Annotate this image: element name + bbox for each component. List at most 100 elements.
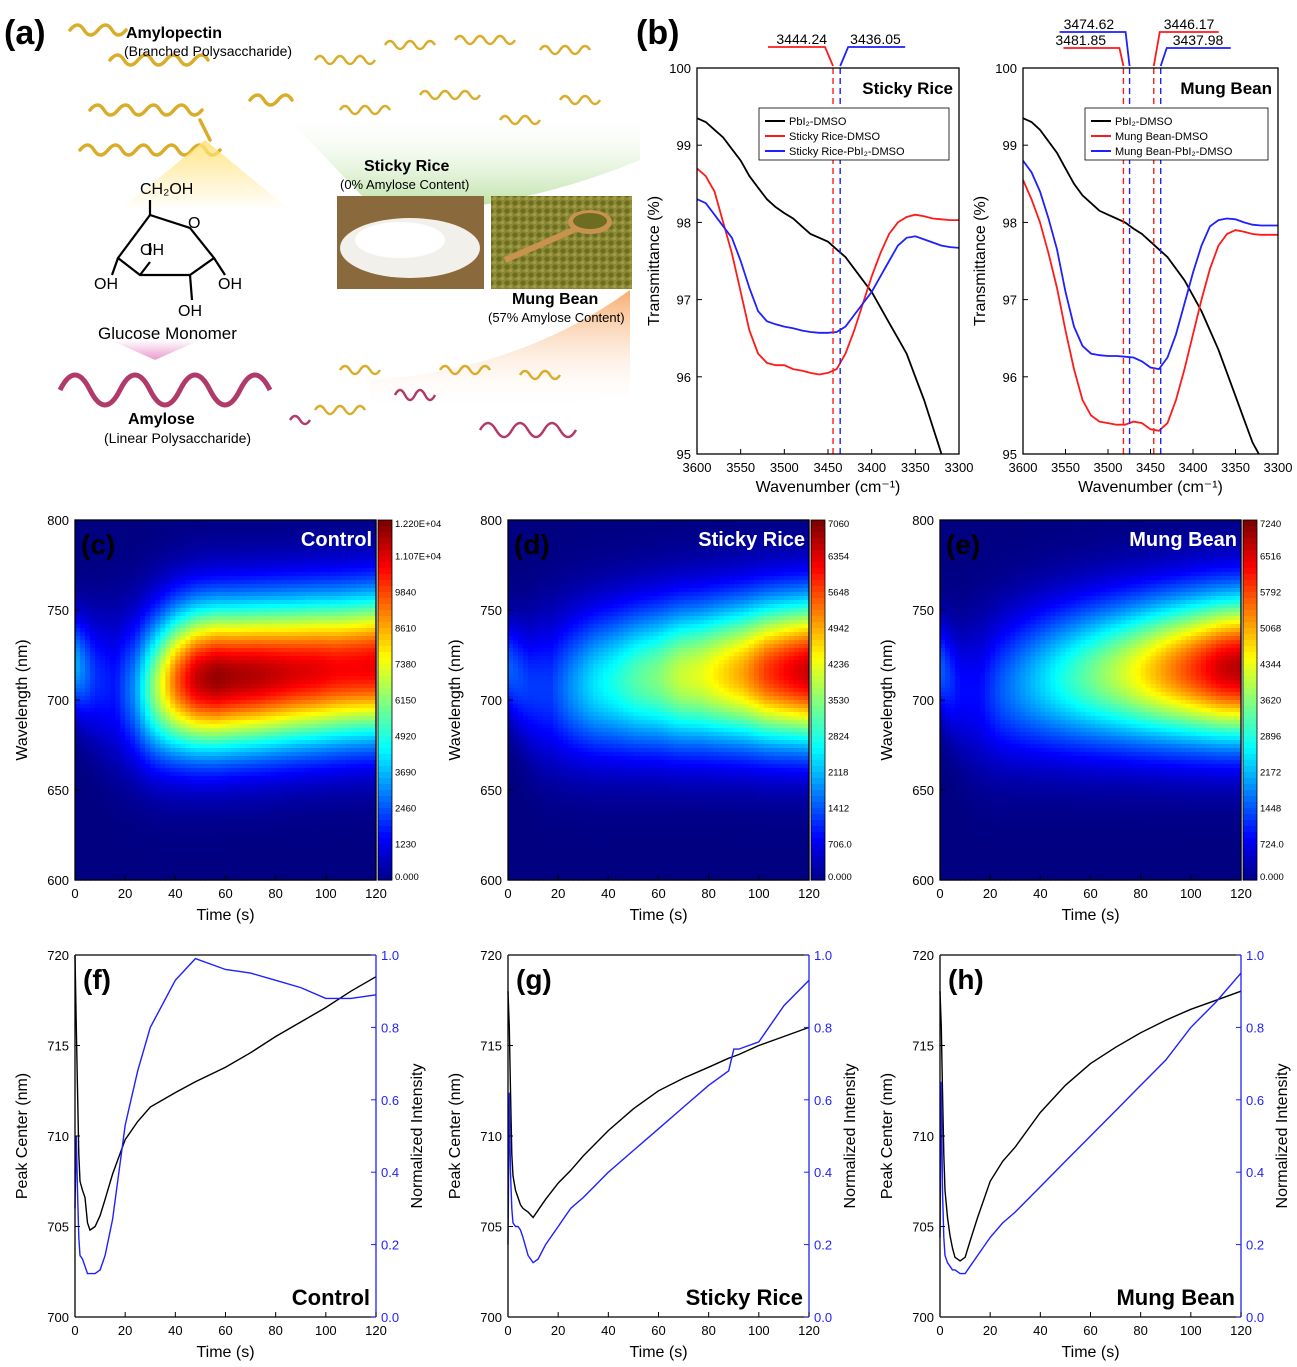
heatmap-cell [335, 664, 342, 669]
heatmap-cell [250, 736, 257, 741]
heatmap-cell [195, 712, 202, 717]
heatmap-cell [270, 736, 277, 741]
heatmap-cell [230, 840, 237, 845]
heatmap-cell [80, 520, 86, 525]
heatmap-cell [140, 604, 146, 609]
heatmap-cell [325, 776, 332, 781]
heatmap-cell [110, 608, 116, 613]
heatmap-cell [100, 856, 106, 861]
heatmap-cell [210, 676, 217, 681]
heatmap-cell [230, 820, 237, 825]
heatmap-cell [300, 740, 307, 745]
heatmap-cell [180, 700, 186, 705]
heatmap-cell [150, 648, 156, 653]
heatmap-cell [110, 836, 116, 841]
heatmap-cell [90, 752, 96, 757]
heatmap-cell [140, 796, 146, 801]
heatmap-cell [105, 760, 111, 765]
heatmap-cell [85, 864, 91, 869]
heatmap-cell [270, 756, 277, 761]
series-line-1 [697, 167, 959, 376]
heatmap-cell [245, 596, 252, 601]
heatmap-cell [130, 812, 136, 817]
heatmap-cell [250, 732, 257, 737]
heatmap-cell [195, 828, 202, 833]
heatmap-cell [270, 744, 277, 749]
heatmap-cell [80, 848, 86, 853]
heatmap-cell [165, 612, 171, 617]
heatmap-cell [325, 808, 332, 813]
heatmap-cell [255, 840, 262, 845]
heatmap-cell [255, 628, 262, 633]
heatmap-cell [235, 712, 242, 717]
heatmap-cell [180, 736, 186, 741]
heatmap-cell [130, 524, 136, 529]
heatmap-cell [315, 804, 322, 809]
heatmap-cell [245, 604, 252, 609]
heatmap-cell [295, 876, 302, 881]
heatmap-cell [290, 608, 297, 613]
heatmap-cell [140, 828, 146, 833]
heatmap-cell [105, 752, 111, 757]
heatmap-cell [90, 668, 96, 673]
heatmap-cell [125, 804, 131, 809]
heatmap-cell [180, 796, 186, 801]
heatmap-cell [75, 872, 81, 877]
heatmap-cell [230, 732, 237, 737]
heatmap-cell [250, 588, 257, 593]
heatmap-cell [225, 580, 232, 585]
heatmap-cell [275, 696, 282, 701]
heatmap-cell [125, 752, 131, 757]
heatmap-cell [135, 636, 141, 641]
heatmap-cell [260, 796, 267, 801]
heatmap-cell [245, 784, 252, 789]
heatmap-cell [235, 644, 242, 649]
heatmap-cell [90, 568, 96, 573]
heatmap-cell [280, 528, 287, 533]
heatmap-cell [150, 624, 156, 629]
heatmap-cell [245, 672, 252, 677]
heatmap-cell [315, 740, 322, 745]
heatmap-cell [140, 856, 146, 861]
heatmap-cell [325, 588, 332, 593]
heatmap-cell [210, 688, 217, 693]
heatmap-cell [185, 608, 191, 613]
heatmap-cell [115, 728, 121, 733]
heatmap-cell [290, 820, 297, 825]
heatmap-cell [115, 708, 121, 713]
heatmap-cell [320, 572, 327, 577]
heatmap-cell [180, 828, 186, 833]
heatmap-cell [120, 816, 126, 821]
heatmap-cell [275, 876, 282, 881]
heatmap-cell [340, 528, 347, 533]
heatmap-cell [215, 620, 222, 625]
heatmap-cell [195, 672, 202, 677]
heatmap-cell [230, 832, 237, 837]
heatmap-cell [80, 844, 86, 849]
heatmap-cell [205, 620, 212, 625]
heatmap-cell [255, 548, 262, 553]
heatmap-cell [240, 712, 247, 717]
heatmap-cell [325, 712, 332, 717]
heatmap-cell [310, 800, 317, 805]
heatmap-cell [125, 632, 131, 637]
heatmap-cell [325, 632, 332, 637]
heatmap-cell [200, 784, 207, 789]
heatmap-cell [165, 524, 171, 529]
heatmap-cell [135, 648, 141, 653]
heatmap-cell [290, 712, 297, 717]
heatmap-cell [235, 648, 242, 653]
heatmap-cell [210, 716, 217, 721]
heatmap-cell [85, 612, 91, 617]
heatmap-cell [320, 784, 327, 789]
heatmap-cell [85, 756, 91, 761]
heatmap-cell [300, 684, 307, 689]
heatmap-cell [115, 556, 121, 561]
heatmap-cell [275, 864, 282, 869]
heatmap-cell [80, 732, 86, 737]
heatmap-cell [265, 796, 272, 801]
heatmap-cell [295, 680, 302, 685]
heatmap-cell [310, 548, 317, 553]
heatmap-cell [160, 852, 166, 857]
heatmap-cell [165, 628, 171, 633]
